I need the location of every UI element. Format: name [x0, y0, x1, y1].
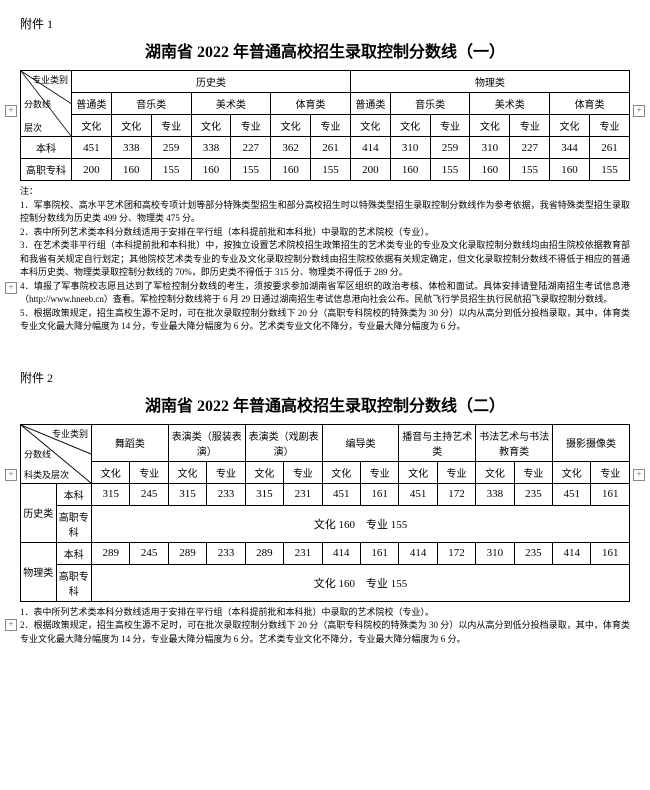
notes-2-handle-left[interactable]: +: [5, 619, 17, 631]
attachment-2-notes: 1．表中所列艺术类本科分数线适用于安排在平行组（本科提前批和本科批）中录取的艺术…: [20, 606, 630, 647]
notes-handle-left[interactable]: +: [5, 282, 17, 294]
table-row: 高职专科 20016015516015516015520016015516015…: [21, 159, 630, 181]
table-2-diag-header: 专业类别 分数线 科类及层次: [21, 424, 92, 483]
table-1: 专业类别 分数线 层次 历史类 物理类 普通类 音乐类 美术类 体育类 普通类 …: [20, 70, 630, 181]
table-row: 本科 4513382593382273622614143102593102273…: [21, 137, 630, 159]
table-1-diag-header: 专业类别 分数线 层次: [21, 71, 72, 137]
table-row: 物理类 本科 289245289233289231414161414172310…: [21, 542, 630, 564]
attachment-1-title: 湖南省 2022 年普通高校招生录取控制分数线（一）: [20, 38, 630, 62]
table-row: 高职专科 文化 160 专业 155: [21, 505, 630, 542]
attachment-2: 附件 2 湖南省 2022 年普通高校招生录取控制分数线（二） + + 专业类别…: [20, 369, 630, 647]
attachment-1-notes: 注： 1．军事院校、高水平艺术团和高校专项计划等部分特殊类型招生和部分高校招生时…: [20, 185, 630, 334]
col-group-physics: 物理类: [350, 71, 629, 93]
table-2: 专业类别 分数线 科类及层次 舞蹈类 表演类（服装表演） 表演类（戏剧表演） 编…: [20, 424, 630, 602]
table-row: 高职专科 文化 160 专业 155: [21, 564, 630, 601]
table-handle-left[interactable]: +: [5, 105, 17, 117]
table-handle-right[interactable]: +: [633, 105, 645, 117]
table-2-col-labels: 文化专业文化专业文化专业文化专业文化专业文化专业文化专业: [21, 461, 630, 483]
col-group-history: 历史类: [72, 71, 351, 93]
attachment-1-label: 附件 1: [20, 15, 630, 32]
attachment-2-label: 附件 2: [20, 369, 630, 386]
table-row: 历史类 本科 315245315233315231451161451172338…: [21, 483, 630, 505]
attachment-2-title: 湖南省 2022 年普通高校招生录取控制分数线（二）: [20, 392, 630, 416]
attachment-1: 附件 1 湖南省 2022 年普通高校招生录取控制分数线（一） + + 专业类别…: [20, 15, 630, 334]
table-1-col-labels: 文化文化专业文化专业文化专业文化文化专业文化专业文化专业: [21, 115, 630, 137]
table-2-handle-left[interactable]: +: [5, 469, 17, 481]
table-2-handle-right[interactable]: +: [633, 469, 645, 481]
